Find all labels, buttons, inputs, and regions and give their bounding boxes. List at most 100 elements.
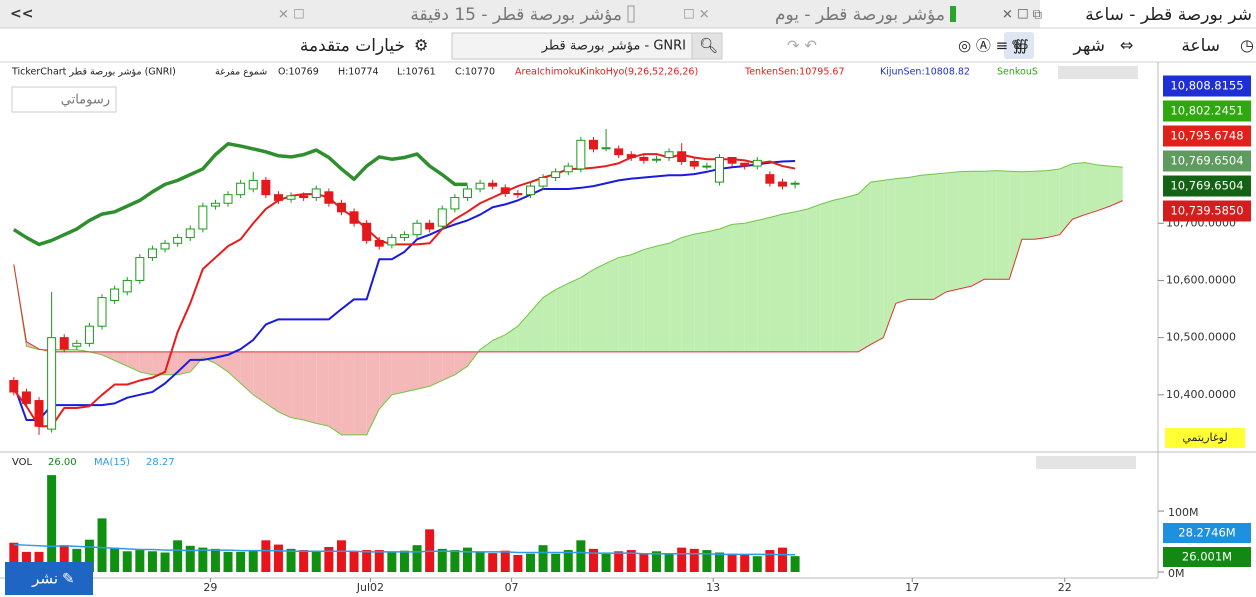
x-tick-label: 13 — [706, 581, 720, 594]
price-pane — [9, 128, 1123, 436]
collapse-button[interactable]: << — [10, 6, 33, 22]
cloud-fill — [1072, 162, 1085, 220]
candle-body — [412, 222, 422, 236]
interval-button[interactable]: ساعة — [1181, 36, 1220, 56]
volume-bar — [689, 548, 699, 572]
clock-icon: ◷ — [1240, 36, 1254, 55]
volume-legend: 26.00 — [48, 457, 77, 468]
volume-bar — [21, 551, 31, 572]
volume-bar — [198, 547, 208, 572]
volume-bar — [714, 552, 724, 572]
candle-body — [21, 391, 31, 404]
candle-body — [236, 182, 246, 196]
cloud-fill — [681, 234, 695, 352]
candle-body — [185, 228, 195, 239]
candle-body — [34, 400, 44, 427]
share-button[interactable]: نشر — [31, 570, 58, 588]
volume-bar — [173, 540, 183, 572]
candle-body — [475, 182, 485, 190]
candle-body — [273, 194, 283, 201]
log-button-box[interactable] — [1165, 428, 1245, 448]
info-text: SenkouS — [997, 67, 1038, 78]
drawings-button-box[interactable] — [11, 86, 117, 113]
tool-icons[interactable]: ✎ — [1011, 37, 1024, 55]
tab-controls[interactable]: ✕ ☐ — [278, 8, 305, 23]
log-button[interactable]: لوغاريتمي — [1182, 431, 1227, 444]
drawings-button[interactable]: رسوماتي — [61, 93, 110, 108]
candle-body — [299, 195, 309, 199]
cloud-fill — [328, 351, 342, 435]
volume-bar — [185, 545, 195, 572]
volume-bar — [236, 551, 246, 572]
search-text[interactable]: مؤشر بورصة قطر - GNRI — [541, 39, 686, 54]
candle-body — [790, 182, 800, 185]
volume-bar — [790, 556, 800, 572]
volume-legend: VOL — [12, 457, 33, 468]
cloud-fill — [908, 175, 922, 300]
candle-body — [248, 179, 258, 190]
candle-body — [147, 248, 157, 259]
volume-bar — [639, 553, 649, 572]
active-tab[interactable] — [1040, 0, 1256, 28]
candle-body — [727, 156, 737, 164]
tab-title[interactable]: مؤشر بورصة قطر - يوم — [775, 5, 945, 25]
volume-bar — [765, 550, 775, 572]
cloud-fill — [996, 170, 1010, 280]
cloud-fill — [253, 351, 266, 404]
undo-redo[interactable]: ↷ ↶ — [787, 37, 817, 55]
cloud-fill — [341, 351, 355, 435]
volume-bar — [97, 518, 107, 572]
candle-body — [59, 337, 69, 350]
candle-body — [374, 239, 384, 247]
cloud-fill — [845, 194, 859, 352]
y-tick-label: 10,500.0000 — [1166, 331, 1236, 344]
pane-controls[interactable] — [1036, 456, 1136, 469]
cloud-fill — [152, 351, 166, 375]
tab-title[interactable]: شر بورصة قطر - ساعة — [1085, 5, 1252, 25]
volume-bar — [702, 550, 712, 572]
candle-body — [173, 237, 183, 244]
volume-bar — [538, 545, 548, 572]
cloud-fill — [744, 220, 758, 352]
candle-body — [135, 257, 145, 281]
cloud-fill — [379, 351, 392, 410]
info-text: شموع مفرغة — [215, 67, 267, 78]
volume-bar — [135, 550, 145, 572]
tool-icons[interactable]: ◎ Ⓐ ≡ ∰ — [958, 37, 1029, 55]
tab-controls[interactable]: ✕ ☐ ⧉ — [1002, 8, 1042, 23]
cloud-fill — [505, 326, 518, 352]
cloud-fill — [391, 351, 405, 395]
tab-controls[interactable]: ☐ ✕ — [683, 8, 710, 23]
candle-body — [311, 188, 321, 199]
cloud-fill — [568, 277, 581, 352]
search-button[interactable] — [691, 32, 723, 60]
cloud-fill — [278, 351, 292, 418]
cloud-fill — [1009, 171, 1022, 280]
cloud-fill — [832, 197, 846, 352]
y-tick-label: 100M — [1168, 506, 1199, 519]
volume-bar — [349, 551, 359, 572]
share-button-box[interactable] — [5, 562, 93, 595]
pane-controls[interactable] — [1058, 66, 1138, 79]
cloud-fill — [555, 283, 569, 352]
draw-tool[interactable] — [1004, 32, 1034, 59]
cloud-fill — [656, 243, 670, 352]
candle-body — [752, 159, 762, 167]
candle-body — [664, 151, 674, 158]
info-text: TickerChart مؤشر بورصة قطر (GNRI) — [11, 67, 176, 78]
volume-bar — [488, 553, 498, 572]
cloud-fill — [417, 351, 430, 390]
info-text: AreaIchimokuKinkoHyo(9,26,52,26,26) — [515, 67, 698, 78]
value-box-label: 28.2746M — [1178, 526, 1235, 540]
advanced-options[interactable]: خيارات متقدمة — [300, 36, 405, 56]
candle-body — [210, 202, 220, 207]
cloud-fill — [265, 351, 279, 412]
cloud-fill — [303, 351, 317, 424]
y-tick-label: 10,600.0000 — [1166, 273, 1236, 286]
tab-title[interactable]: مؤشر بورصة قطر - 15 دقيقة — [410, 5, 622, 25]
period-button[interactable]: شهر — [1073, 36, 1105, 56]
volume-bar — [248, 550, 258, 572]
cloud-fill — [795, 208, 808, 352]
